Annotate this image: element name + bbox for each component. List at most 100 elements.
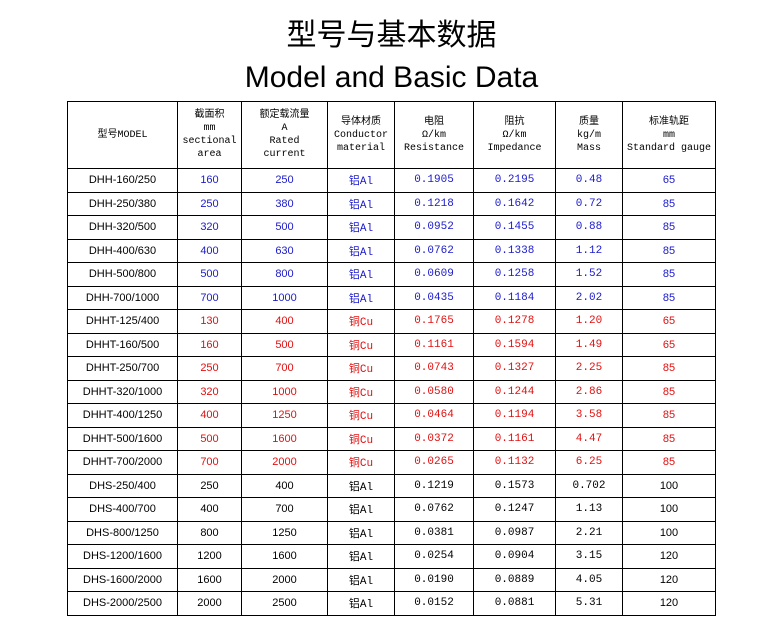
table-cell: DHHT-160/500	[67, 332, 178, 357]
table-cell: 铝Al	[327, 215, 395, 240]
subtitle: Model and Basic Data	[244, 61, 539, 94]
table-row: DHHT-500/1600 500 1600 铜Cu 0.0372 0.1161 4.47 8…	[67, 426, 716, 451]
table-cell: 700	[177, 450, 242, 475]
table-cell: 铜Cu	[327, 403, 395, 428]
table-cell: 铝Al	[327, 591, 395, 616]
table-row: DHS-1200/1600 1200 1600 铝Al 0.0254 0.0904 3.15…	[67, 544, 716, 569]
table-row: DHH-320/500 320 500 铝Al 0.0952 0.1455 0.88 85	[67, 215, 716, 240]
table-cell: 1.20	[555, 309, 623, 334]
table-cell: 1000	[241, 379, 328, 404]
table-cell: 0.1765	[394, 309, 474, 334]
header-line: 标准轨距	[649, 116, 689, 128]
table-cell: 700	[177, 285, 242, 310]
table-cell: 0.1258	[473, 262, 556, 287]
table-cell: 1.12	[555, 238, 623, 263]
table-row: DHHT-250/700 250 700 铜Cu 0.0743 0.1327 2.25 85	[67, 356, 716, 381]
table-cell: DHHT-250/700	[67, 356, 178, 381]
table-cell: 0.0889	[473, 567, 556, 592]
header-line: sectional	[182, 136, 237, 147]
table-cell: 1.13	[555, 497, 623, 522]
header-line: 阻抗	[504, 116, 525, 128]
header-line: Conductor	[333, 129, 388, 141]
column-header: 质量 kg/m Mass	[555, 101, 623, 169]
header-row: 型号MODEL 截面积 mm sectional area 额定载流量 A Rated curr…	[67, 101, 716, 169]
table-cell: 0.0743	[394, 356, 474, 381]
table-row: DHS-2000/2500 2000 2500 铝Al 0.0152 0.0881 5.31…	[67, 591, 716, 616]
table-row: DHS-1600/2000 1600 2000 铝Al 0.0190 0.0889 4.05…	[67, 567, 716, 592]
table-row: DHH-250/380 250 380 铝Al 0.1218 0.1642 0.72 85	[67, 191, 716, 216]
table-cell: DHH-160/250	[67, 168, 178, 193]
table-cell: 0.0987	[473, 520, 556, 545]
table-row: DHH-400/630 400 630 铝Al 0.0762 0.1338 1.12 85	[67, 238, 716, 263]
table-cell: 0.1594	[473, 332, 556, 357]
table-cell: DHS-800/1250	[67, 520, 178, 545]
table-cell: 500	[241, 215, 328, 240]
table-cell: 0.1905	[394, 168, 474, 193]
table-cell: 0.1161	[394, 332, 474, 357]
table-cell: 500	[241, 332, 328, 357]
table-cell: 1600	[241, 544, 328, 569]
table-cell: 6.25	[555, 450, 623, 475]
table-cell: DHHT-700/2000	[67, 450, 178, 475]
header-line: mm	[203, 123, 216, 134]
header-line: 截面积	[194, 110, 225, 121]
table-cell: DHH-500/800	[67, 262, 178, 287]
table-cell: 铜Cu	[327, 379, 395, 404]
header-line: Ω/km	[421, 129, 446, 141]
table-cell: DHS-2000/2500	[67, 591, 178, 616]
table-cell: 0.1338	[473, 238, 556, 263]
table-cell: 85	[622, 238, 716, 263]
table-cell: 250	[177, 356, 242, 381]
table-cell: 0.1278	[473, 309, 556, 334]
table-cell: 0.0152	[394, 591, 474, 616]
table-cell: 0.1132	[473, 450, 556, 475]
table-cell: 0.1642	[473, 191, 556, 216]
header-line: Standard gauge	[626, 142, 711, 154]
table-cell: 0.0265	[394, 450, 474, 475]
table-cell: 2.25	[555, 356, 623, 381]
table-row: DHHT-400/1250 400 1250 铜Cu 0.0464 0.1194 3.58 8…	[67, 403, 716, 428]
table-row: DHHT-700/2000 700 2000 铜Cu 0.0265 0.1132 6.25 8…	[67, 450, 716, 475]
table-cell: DHS-400/700	[67, 497, 178, 522]
table-cell: 2000	[177, 591, 242, 616]
table-cell: 0.1194	[473, 403, 556, 428]
table-cell: DHHT-125/400	[67, 309, 178, 334]
table-cell: 4.47	[555, 426, 623, 451]
table-cell: DHH-700/1000	[67, 285, 178, 310]
table-cell: 铝Al	[327, 567, 395, 592]
table-cell: 铝Al	[327, 238, 395, 263]
table-cell: 1600	[241, 426, 328, 451]
table-cell: 700	[241, 497, 328, 522]
table-cell: 2000	[241, 567, 328, 592]
table-body: DHH-160/250 160 250 铝Al 0.1905 0.2195 0.48 65 DH…	[67, 168, 716, 616]
table-cell: 65	[622, 168, 716, 193]
table-cell: 铜Cu	[327, 450, 395, 475]
table-cell: DHH-400/630	[67, 238, 178, 263]
table-row: DHH-160/250 160 250 铝Al 0.1905 0.2195 0.48 65	[67, 168, 716, 193]
table-cell: 250	[241, 168, 328, 193]
table-cell: 65	[622, 309, 716, 334]
header-line: 质量	[579, 116, 599, 128]
table-cell: 85	[622, 450, 716, 475]
table-cell: 0.0464	[394, 403, 474, 428]
table-cell: 0.0762	[394, 497, 474, 522]
table-cell: 130	[177, 309, 242, 334]
column-header: 导体材质 Conductor material	[327, 101, 395, 169]
header-line: 额定载流量	[259, 110, 310, 121]
table-row: DHHT-160/500 160 500 铜Cu 0.1161 0.1594 1.49 65	[67, 332, 716, 357]
table-row: DHS-400/700 400 700 铝Al 0.0762 0.1247 1.13 100	[67, 497, 716, 522]
table-cell: 500	[177, 262, 242, 287]
column-header: 电阻 Ω/km Resistance	[394, 101, 474, 169]
table-cell: 85	[622, 426, 716, 451]
table-cell: 0.0904	[473, 544, 556, 569]
table-cell: DHH-320/500	[67, 215, 178, 240]
header-line: A	[281, 123, 288, 134]
table-cell: 85	[622, 379, 716, 404]
header-line: area	[197, 149, 222, 160]
table-cell: 2.21	[555, 520, 623, 545]
table-cell: 85	[622, 356, 716, 381]
table-cell: 铜Cu	[327, 332, 395, 357]
table-cell: 120	[622, 567, 716, 592]
table-cell: 0.0609	[394, 262, 474, 287]
table-cell: 0.72	[555, 191, 623, 216]
